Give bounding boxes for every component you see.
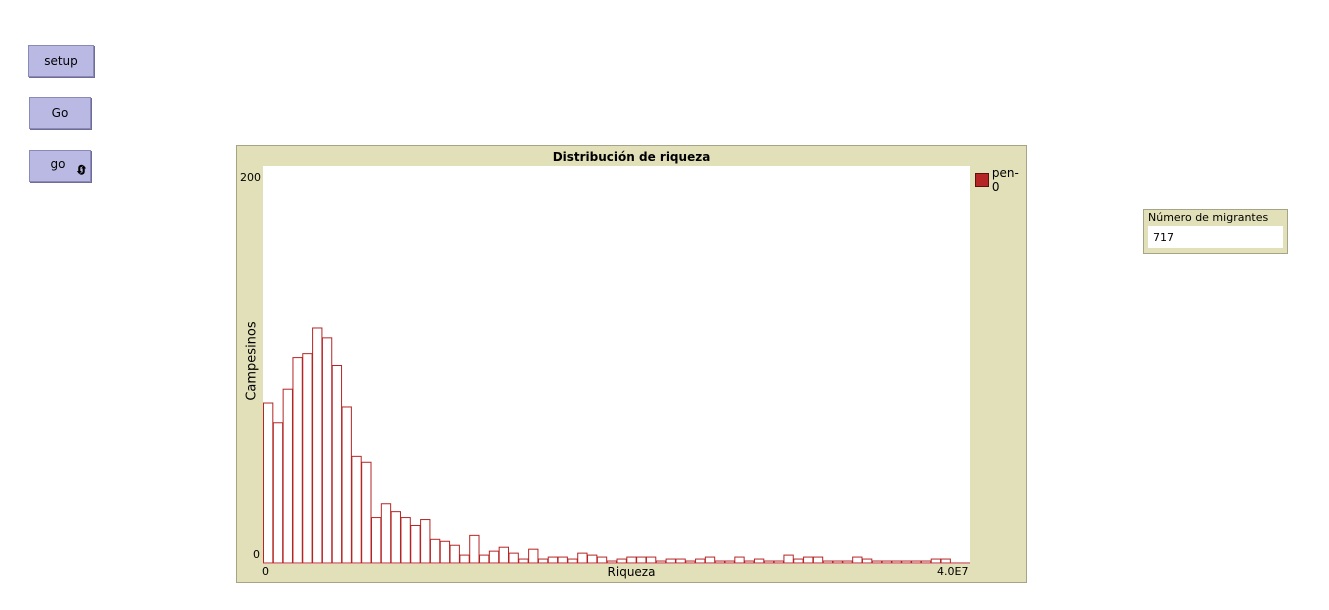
histogram-bar [636,556,647,564]
x-tick-max: 4.0E7 [937,565,969,578]
y-tick-max: 200 [240,171,261,184]
migrants-monitor: Número de migrantes 717 [1143,209,1288,254]
histogram-bar [528,548,539,564]
setup-button[interactable]: setup [28,45,94,77]
histogram-bar [292,357,303,564]
histogram-bar [429,538,441,564]
x-axis-label: Riqueza [607,565,656,579]
x-tick-min: 0 [262,565,269,578]
go-forever-button-label: go [50,157,66,171]
histogram-bar [312,327,323,564]
histogram-bar [371,517,382,564]
legend-label: pen-0 [991,166,1019,194]
histogram-bar [341,406,352,564]
go-once-button[interactable]: Go [29,97,91,129]
histogram-bar [695,558,706,564]
histogram-bar [812,556,824,564]
histogram-bar [852,556,863,564]
wealth-distribution-plot: Distribución de riqueza 200 0 Campesinos… [236,145,1027,583]
histogram-bar [390,511,401,564]
histogram-bar [459,554,470,564]
histogram-bar [439,540,451,564]
monitor-value: 717 [1148,226,1283,248]
histogram-bar [400,517,411,564]
histogram-bar [665,558,676,564]
histogram-bar [380,503,392,564]
legend: pen-0 [975,166,1026,194]
histogram-bar [675,558,686,564]
histogram-bar [861,558,873,564]
go-forever-button[interactable]: go 🔄︎ [29,150,91,182]
histogram-bar [351,455,362,564]
histogram-bar [616,558,627,564]
histogram-bar [734,556,745,564]
legend-swatch [975,173,989,187]
histogram-svg [263,327,970,564]
histogram-bar [498,546,509,564]
go-once-button-label: Go [51,106,69,120]
histogram-bar [518,558,529,564]
histogram-bar [753,558,765,564]
histogram-bar [263,402,274,564]
histogram-bar [302,353,313,564]
histogram-bar [488,550,500,564]
histogram-bar [508,552,519,564]
histogram-bar [704,556,716,564]
histogram-bar [547,556,559,564]
histogram-bar [567,558,578,564]
histogram-bar [626,556,637,564]
histogram-bar [272,422,284,564]
histogram-bar [587,554,598,564]
histogram-bar [557,556,568,564]
histogram-bar [361,461,372,564]
forever-loop-icon: 🔄︎ [76,164,87,177]
histogram-bar [803,556,814,564]
histogram-bar [469,534,480,564]
setup-button-label: setup [44,54,78,68]
histogram-bar [321,337,333,564]
y-axis-label: Campesinos [244,321,260,401]
histogram-bar [420,519,431,564]
histogram-bar [537,558,549,564]
histogram-bar [930,558,942,564]
histogram-bar [410,524,421,564]
y-tick-min: 0 [253,548,260,561]
histogram-bar [793,558,804,564]
histogram-bar [940,558,951,564]
histogram-bar [783,554,794,564]
histogram-bar [645,556,657,564]
histogram-bar [596,556,608,564]
histogram-bar [577,552,588,564]
histogram-bar [449,544,460,564]
monitor-label: Número de migrantes [1148,211,1269,224]
plot-title: Distribución de riqueza [552,150,711,164]
histogram-bar [479,554,490,564]
histogram-bar [282,388,293,564]
histogram-bar [331,365,343,564]
plot-area [263,166,970,564]
